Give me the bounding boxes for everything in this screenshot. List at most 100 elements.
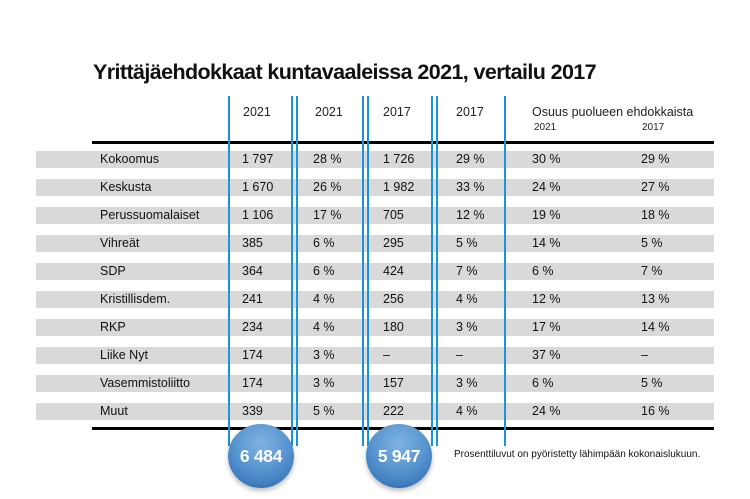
party-name: Keskusta — [100, 180, 152, 194]
share-2017: 27 % — [641, 180, 670, 194]
share-2021: 12 % — [532, 292, 561, 306]
pct-2017: 4 % — [456, 292, 478, 306]
count-2021: 339 — [242, 404, 263, 418]
count-2021: 234 — [242, 320, 263, 334]
pct-2021: 28 % — [313, 152, 342, 166]
party-name: Liike Nyt — [100, 348, 148, 362]
column-divider — [228, 96, 230, 446]
table-row — [36, 263, 714, 280]
pct-2021: 6 % — [313, 264, 335, 278]
share-2017: – — [641, 348, 648, 362]
chart-title: Yrittäjäehdokkaat kuntavaaleissa 2021, v… — [93, 60, 597, 84]
column-divider — [362, 96, 364, 446]
party-name: Perussuomalaiset — [100, 208, 200, 222]
share-2021: 14 % — [532, 236, 561, 250]
party-name: Muut — [100, 404, 128, 418]
count-2017: 180 — [383, 320, 404, 334]
table-row — [36, 319, 714, 336]
header-share-2017: 2017 — [642, 122, 665, 133]
header-rule — [92, 141, 714, 144]
pct-2021: 5 % — [313, 404, 335, 418]
column-divider — [504, 96, 506, 446]
count-2021: 1 106 — [242, 208, 274, 222]
share-2017: 5 % — [641, 376, 663, 390]
header-pct-2021: 2021 — [315, 105, 343, 119]
count-2021: 174 — [242, 376, 263, 390]
share-2021: 6 % — [532, 264, 554, 278]
header-count-2021: 2021 — [243, 105, 271, 119]
pct-2021: 26 % — [313, 180, 342, 194]
party-name: RKP — [100, 320, 126, 334]
count-2017: – — [383, 348, 390, 362]
pct-2017: 33 % — [456, 180, 485, 194]
share-2017: 18 % — [641, 208, 670, 222]
pct-2017: – — [456, 348, 463, 362]
pct-2017: 3 % — [456, 376, 478, 390]
share-2017: 7 % — [641, 264, 663, 278]
share-2021: 30 % — [532, 152, 561, 166]
table-row — [36, 179, 714, 196]
party-name: Kokoomus — [100, 152, 160, 166]
pct-2017: 7 % — [456, 264, 478, 278]
pct-2021: 17 % — [313, 208, 342, 222]
count-2017: 157 — [383, 376, 404, 390]
table-row — [36, 151, 714, 168]
total-2021-bubble: 6 484 — [228, 424, 294, 488]
count-2017: 424 — [383, 264, 404, 278]
share-2017: 14 % — [641, 320, 670, 334]
count-2017: 256 — [383, 292, 404, 306]
count-2017: 222 — [383, 404, 404, 418]
column-divider — [431, 96, 433, 446]
count-2021: 174 — [242, 348, 263, 362]
share-2017: 5 % — [641, 236, 663, 250]
count-2021: 385 — [242, 236, 263, 250]
count-2021: 241 — [242, 292, 263, 306]
party-name: SDP — [100, 264, 126, 278]
column-divider — [436, 96, 438, 446]
column-divider — [291, 96, 293, 446]
pct-2021: 6 % — [313, 236, 335, 250]
count-2021: 1 670 — [242, 180, 274, 194]
header-share-group: Osuus puolueen ehdokkaista — [532, 105, 694, 119]
count-2021: 364 — [242, 264, 263, 278]
header-count-2017: 2017 — [383, 105, 411, 119]
table-row — [36, 291, 714, 308]
table-row — [36, 235, 714, 252]
party-name: Vasemmistoliitto — [100, 376, 191, 390]
total-2017-bubble: 5 947 — [366, 424, 432, 488]
count-2017: 705 — [383, 208, 404, 222]
pct-2017: 12 % — [456, 208, 485, 222]
party-name: Vihreät — [100, 236, 140, 250]
column-divider — [296, 96, 298, 446]
share-2021: 19 % — [532, 208, 561, 222]
pct-2021: 4 % — [313, 320, 335, 334]
column-divider — [367, 96, 369, 446]
table-row — [36, 403, 714, 420]
count-2017: 1 726 — [383, 152, 415, 166]
share-2017: 13 % — [641, 292, 670, 306]
pct-2021: 4 % — [313, 292, 335, 306]
header-share-2021: 2021 — [534, 122, 557, 133]
footnote: Prosenttiluvut on pyöristetty lähimpään … — [454, 449, 701, 460]
pct-2021: 3 % — [313, 348, 335, 362]
share-2017: 29 % — [641, 152, 670, 166]
share-2021: 24 % — [532, 180, 561, 194]
pct-2017: 29 % — [456, 152, 485, 166]
count-2021: 1 797 — [242, 152, 274, 166]
table-row — [36, 375, 714, 392]
header-pct-2017: 2017 — [456, 105, 484, 119]
count-2017: 295 — [383, 236, 404, 250]
party-name: Kristillisdem. — [100, 292, 171, 306]
share-2021: 6 % — [532, 376, 554, 390]
pct-2017: 5 % — [456, 236, 478, 250]
share-2021: 17 % — [532, 320, 561, 334]
share-2021: 24 % — [532, 404, 561, 418]
pct-2021: 3 % — [313, 376, 335, 390]
pct-2017: 3 % — [456, 320, 478, 334]
table-row — [36, 207, 714, 224]
pct-2017: 4 % — [456, 404, 478, 418]
share-2021: 37 % — [532, 348, 561, 362]
table-row — [36, 347, 714, 364]
share-2017: 16 % — [641, 404, 670, 418]
count-2017: 1 982 — [383, 180, 415, 194]
